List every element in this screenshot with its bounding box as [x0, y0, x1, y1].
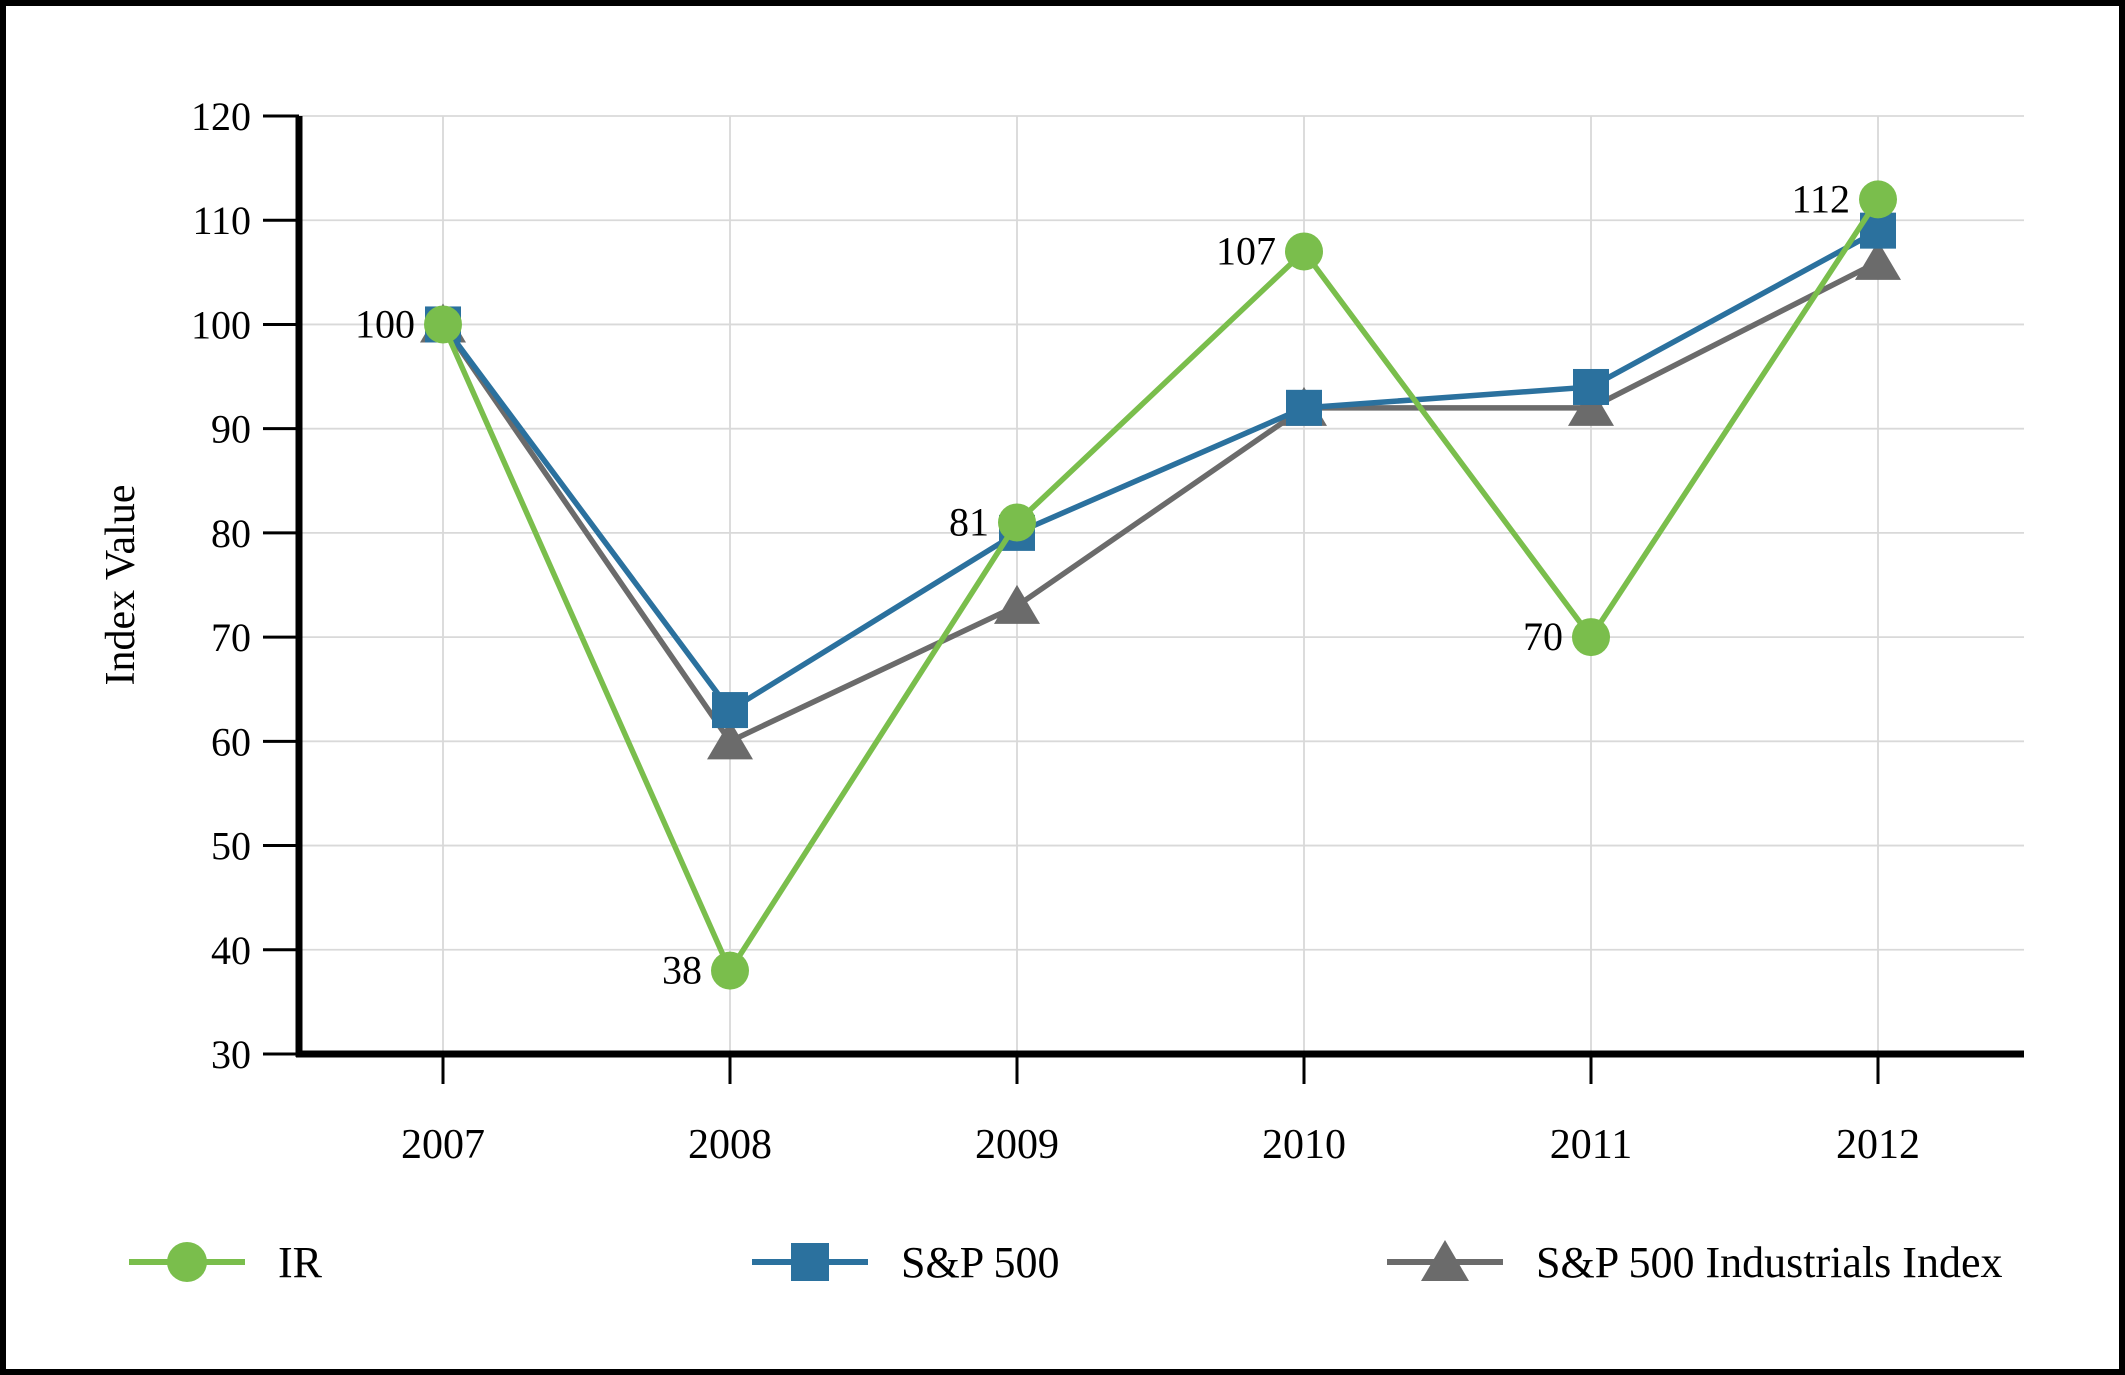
point-label: 81 [949, 499, 989, 544]
data-point-marker [1286, 389, 1322, 426]
legend-label: IR [278, 1238, 323, 1287]
legend-circle-marker [167, 1242, 207, 1282]
y-tick-label: 40 [211, 928, 251, 973]
point-label: 38 [662, 948, 702, 993]
x-tick-label: 2009 [975, 1122, 1059, 1168]
data-point-marker [994, 584, 1040, 624]
point-label: 112 [1791, 176, 1850, 221]
x-tick-label: 2008 [688, 1122, 772, 1168]
data-point-marker [1855, 240, 1901, 280]
x-tick-label: 2010 [1262, 1122, 1346, 1168]
y-tick-label: 120 [191, 94, 251, 139]
series-circle [440, 197, 1881, 977]
legend-triangle-marker [1421, 1240, 1469, 1281]
data-point-marker [711, 951, 749, 990]
y-tick-label: 110 [192, 198, 251, 243]
series-line [440, 197, 1881, 977]
point-label: 70 [1523, 614, 1563, 659]
data-point-marker [712, 692, 748, 729]
data-point-marker [1572, 618, 1610, 657]
y-tick-label: 60 [211, 719, 251, 764]
data-point-marker [1573, 368, 1609, 405]
series-line [440, 228, 1880, 714]
x-tick-label: 2011 [1550, 1122, 1632, 1168]
legend-label: S&P 500 Industrials Index [1536, 1238, 2002, 1287]
total-return-line-chart: 30 40 50 60 70 80 90 100 110 120 2007 2008 2009 2010 2… [98, 94, 2024, 1287]
legend-square-marker [791, 1243, 829, 1281]
y-tick-label: 90 [211, 407, 251, 452]
x-tick-label: 2012 [1836, 1122, 1920, 1168]
y-tick-label: 100 [191, 302, 251, 347]
point-label: 100 [355, 301, 415, 346]
series-square [440, 228, 1880, 714]
point-label: 107 [1216, 228, 1276, 273]
data-point-marker [1285, 232, 1323, 271]
y-axis-title: Index Value [98, 485, 144, 686]
series-triangle [440, 259, 1880, 745]
data-point-marker [1568, 386, 1614, 426]
legend-label: S&P 500 [901, 1238, 1060, 1287]
y-tick-label: 80 [211, 511, 251, 556]
data-point-marker [707, 720, 753, 760]
data-point-marker [424, 305, 462, 344]
y-tick-label: 70 [211, 615, 251, 660]
data-point-marker [1859, 180, 1897, 219]
x-tick-label: 2007 [401, 1122, 485, 1168]
data-point-marker [998, 503, 1036, 542]
y-tick-label: 30 [211, 1032, 251, 1077]
y-tick-label: 50 [211, 824, 251, 869]
series-line [440, 259, 1880, 745]
